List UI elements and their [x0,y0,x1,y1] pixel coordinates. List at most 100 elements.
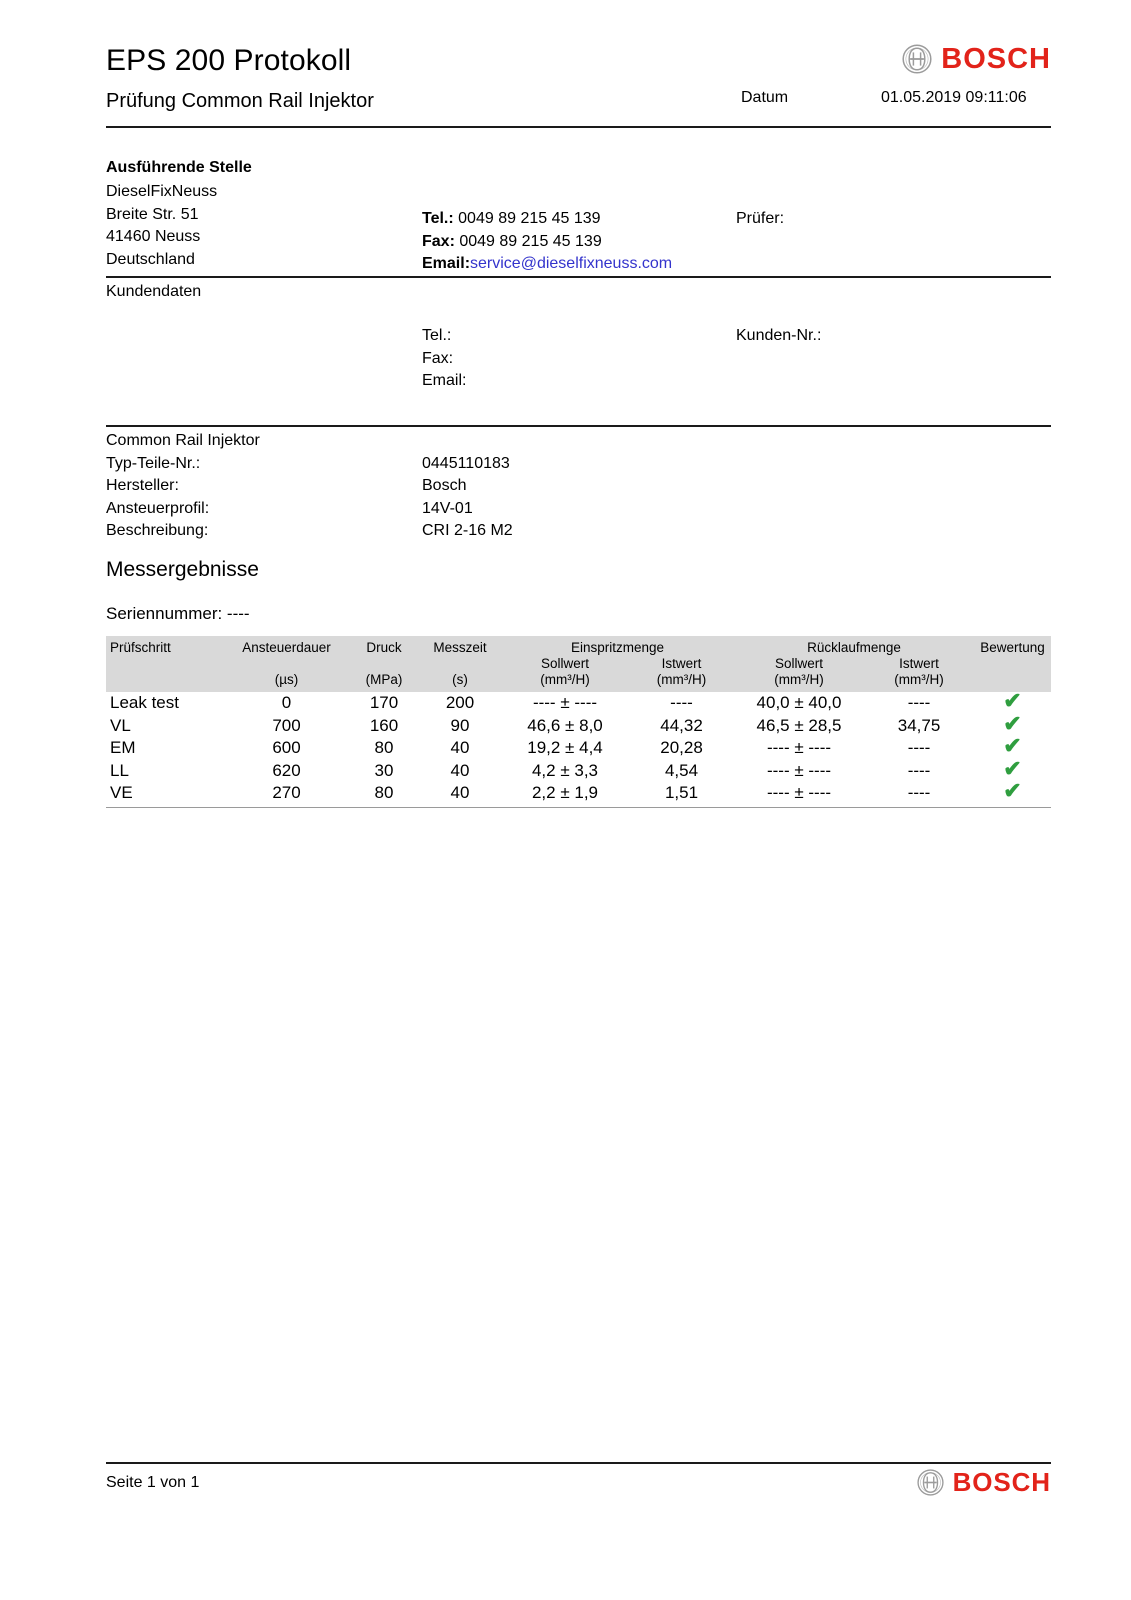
unit-injection-actual: (mm³/H) [629,672,735,692]
header-row-units: (µs) (MPa) (s) (mm³/H) (mm³/H) (mm³/H) (… [106,672,1051,692]
unit-return-actual: (mm³/H) [864,672,975,692]
customer-heading: Kundendaten [106,283,202,300]
serial-number: Seriennummer: ---- [106,603,250,623]
footer-divider [106,1462,1051,1464]
injector-description-row: Beschreibung: CRI 2-16 M2 [106,520,1051,543]
cell-duration: 0 [281,693,292,712]
cell-pressure: 80 [349,782,419,808]
site-email-link[interactable]: service@dieselfixneuss.com [470,255,673,273]
cell-return-actual: 34,75 [897,715,941,735]
check-icon: ✔ [1003,710,1022,736]
results-table-head: Prüfschritt Ansteuerdauer Druck Messzeit… [106,636,1052,692]
results-table-body: Leak test 0 170 200 ---- ± ---- ---- 40,… [106,690,1052,808]
cell-evaluation: ✔ [974,735,1051,760]
injector-profile-row: Ansteuerprofil: 14V-01 [106,498,1051,521]
site-country: Deutschland [106,250,195,268]
injector-heading-row: Common Rail Injektor [106,430,1051,453]
results-table: Prüfschritt Ansteuerdauer Druck Messzeit… [106,636,1052,808]
cell-measure-time: 40 [450,760,470,780]
cell-evaluation: ✔ [974,755,1051,783]
customer-contact: Tel.: Fax: Email: [422,325,466,392]
site-tel-line: Tel.: 0049 89 215 45 139 [422,208,672,230]
customer-email-label: Email: [422,372,467,390]
site-email-line: Email:service@dieselfixneuss.com [422,253,672,275]
table-row: Leak test 0 170 200 ---- ± ---- ---- 40,… [106,690,1051,715]
col-header-return-set: Sollwert [734,656,865,672]
site-tel-label: Tel.: [422,210,454,228]
cell-injection-set: 4,2 ± 3,3 [531,760,599,780]
cell-evaluation: ✔ [974,710,1051,738]
customer-fax-label: Fax: [422,349,454,367]
performing-site-heading: Ausführende Stelle [106,159,252,176]
cell-return-actual: ---- [907,693,931,712]
injector-divider [106,425,1051,427]
date-value: 01.05.2019 09:11:06 [881,89,1027,106]
col-header-measure-time: Messzeit [419,636,501,672]
cell-measure-time: 90 [450,715,470,735]
unit-pressure: (MPa) [349,672,419,692]
injector-type-row: Typ-Teile-Nr.: 0445110183 [106,453,1051,476]
header-divider [106,126,1051,128]
injector-profile-value: 14V-01 [422,499,473,517]
col-header-step: Prüfschritt [106,636,224,692]
check-icon: ✔ [1003,778,1022,804]
cell-pressure: 30 [374,760,394,780]
cell-step: VE [106,782,224,808]
results-table-container: Prüfschritt Ansteuerdauer Druck Messzeit… [106,636,1052,808]
header-row-main: Prüfschritt Ansteuerdauer Druck Messzeit… [106,636,1052,692]
unit-duration: (µs) [224,672,349,692]
cell-duration: 700 [272,715,301,735]
cell-pressure: 80 [374,738,394,758]
cell-step: LL [110,760,129,780]
cell-pressure: 160 [369,715,399,735]
cell-injection-set: 2,2 ± 1,9 [501,782,629,808]
table-row: LL 620 30 40 4,2 ± 3,3 4,54 ---- ± ---- … [106,755,1051,783]
check-icon: ✔ [1003,755,1022,781]
cell-return-set: ---- ± ---- [766,760,832,780]
cell-measure-time: 40 [450,738,470,758]
cell-return-actual: ---- [907,738,931,758]
col-header-injection-actual: Istwert [629,656,735,672]
injector-profile-label: Ansteuerprofil: [106,499,210,517]
col-header-evaluation: Bewertung [974,636,1052,692]
cell-injection-actual: 4,54 [664,760,699,780]
unit-measure-time: (s) [419,672,501,692]
injector-description-value: CRI 2-16 M2 [422,522,513,540]
cell-return-set: 40,0 ± 40,0 [756,693,842,712]
col-header-return-quantity: Rücklaufmenge [734,636,975,656]
cell-injection-actual: 20,28 [660,738,703,758]
col-header-injection-quantity: Einspritzmenge [501,636,735,656]
cell-return-set: 46,5 ± 28,5 [756,715,842,735]
inspector-label: Prüfer: [736,210,785,228]
cell-measure-time: 40 [419,782,501,808]
inspector-block: Prüfer: [736,208,784,230]
cell-return-actual: ---- [907,760,931,780]
col-header-return-actual: Istwert [864,656,975,672]
performing-site-address: DieselFixNeuss Breite Str. 51 41460 Neus… [106,181,217,271]
page-title: EPS 200 Protokoll [106,44,352,77]
site-email-label: Email: [422,255,471,273]
cell-injection-set: 46,6 ± 8,0 [527,715,603,735]
bosch-emblem-icon [902,44,932,74]
site-street: Breite Str. 51 [106,205,199,223]
header-row-sub: Sollwert Istwert Sollwert Istwert [106,656,1051,672]
injector-type-label: Typ-Teile-Nr.: [106,454,201,472]
site-fax-value: 0049 89 215 45 139 [459,232,602,250]
document-footer: Seite 1 von 1 BOSCH [106,1468,1051,1497]
table-row: EM 600 80 40 19,2 ± 4,4 20,28 ---- ± ---… [106,735,1051,760]
injector-manufacturer-row: Hersteller: Bosch [106,475,1051,498]
table-row: VE 270 80 40 2,2 ± 1,9 1,51 ---- ± ---- … [106,778,1052,808]
bosch-logo-footer: BOSCH [916,1468,1051,1497]
site-name: DieselFixNeuss [106,183,218,201]
unit-return-set: (mm³/H) [734,672,865,692]
results-heading: Messergebnisse [106,557,259,581]
cell-evaluation: ✔ [974,690,1051,715]
bosch-logo-header: BOSCH [902,44,1051,74]
injector-manufacturer-value: Bosch [422,477,467,495]
cell-step: Leak test [110,693,179,712]
cell-return-set: ---- ± ---- [766,738,832,758]
cell-injection-set: 19,2 ± 4,4 [527,738,603,758]
cell-injection-set: ---- ± ---- [532,693,598,712]
site-tel-value: 0049 89 215 45 139 [458,210,601,228]
